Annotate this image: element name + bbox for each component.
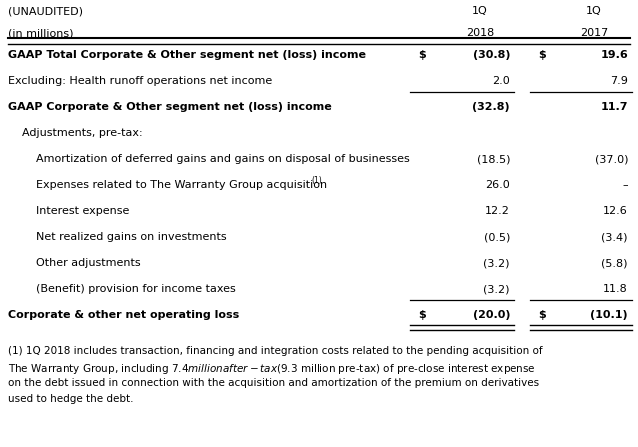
Text: (20.0): (20.0) <box>473 310 510 320</box>
Text: 2.0: 2.0 <box>493 76 510 86</box>
Text: (18.5): (18.5) <box>477 154 510 164</box>
Text: 12.2: 12.2 <box>485 206 510 216</box>
Text: 11.8: 11.8 <box>604 284 628 294</box>
Text: (1): (1) <box>311 176 322 185</box>
Text: 2018: 2018 <box>466 28 494 38</box>
Text: (3.2): (3.2) <box>484 258 510 268</box>
Text: (32.8): (32.8) <box>472 102 510 112</box>
Text: Net realized gains on investments: Net realized gains on investments <box>36 232 226 242</box>
Text: (Benefit) provision for income taxes: (Benefit) provision for income taxes <box>36 284 236 294</box>
Text: –: – <box>623 180 628 190</box>
Text: 11.7: 11.7 <box>600 102 628 112</box>
Text: (1) 1Q 2018 includes transaction, financing and integration costs related to the: (1) 1Q 2018 includes transaction, financ… <box>8 346 543 356</box>
Text: (3.2): (3.2) <box>484 284 510 294</box>
Text: used to hedge the debt.: used to hedge the debt. <box>8 394 133 404</box>
Text: (10.1): (10.1) <box>590 310 628 320</box>
Text: 19.6: 19.6 <box>600 50 628 60</box>
Text: Adjustments, pre-tax:: Adjustments, pre-tax: <box>22 128 143 138</box>
Text: Other adjustments: Other adjustments <box>36 258 140 268</box>
Text: (3.4): (3.4) <box>602 232 628 242</box>
Text: The Warranty Group, including $7.4 million after-tax ($9.3 million pre-tax) of p: The Warranty Group, including $7.4 milli… <box>8 362 536 376</box>
Text: Amortization of deferred gains and gains on disposal of businesses: Amortization of deferred gains and gains… <box>36 154 410 164</box>
Text: on the debt issued in connection with the acquisition and amortization of the pr: on the debt issued in connection with th… <box>8 378 539 388</box>
Text: (5.8): (5.8) <box>602 258 628 268</box>
Text: Interest expense: Interest expense <box>36 206 130 216</box>
Text: GAAP Corporate & Other segment net (loss) income: GAAP Corporate & Other segment net (loss… <box>8 102 332 112</box>
Text: (UNAUDITED): (UNAUDITED) <box>8 6 83 16</box>
Text: (0.5): (0.5) <box>484 232 510 242</box>
Text: (in millions): (in millions) <box>8 28 73 38</box>
Text: 26.0: 26.0 <box>486 180 510 190</box>
Text: 1Q: 1Q <box>586 6 602 16</box>
Text: 12.6: 12.6 <box>604 206 628 216</box>
Text: 1Q: 1Q <box>472 6 488 16</box>
Text: 2017: 2017 <box>580 28 608 38</box>
Text: Expenses related to The Warranty Group acquisition: Expenses related to The Warranty Group a… <box>36 180 327 190</box>
Text: 7.9: 7.9 <box>610 76 628 86</box>
Text: $: $ <box>538 50 545 60</box>
Text: $: $ <box>418 310 426 320</box>
Text: (30.8): (30.8) <box>473 50 510 60</box>
Text: Corporate & other net operating loss: Corporate & other net operating loss <box>8 310 239 320</box>
Text: $: $ <box>418 50 426 60</box>
Text: Excluding: Health runoff operations net income: Excluding: Health runoff operations net … <box>8 76 272 86</box>
Text: GAAP Total Corporate & Other segment net (loss) income: GAAP Total Corporate & Other segment net… <box>8 50 366 60</box>
Text: (37.0): (37.0) <box>595 154 628 164</box>
Text: $: $ <box>538 310 545 320</box>
